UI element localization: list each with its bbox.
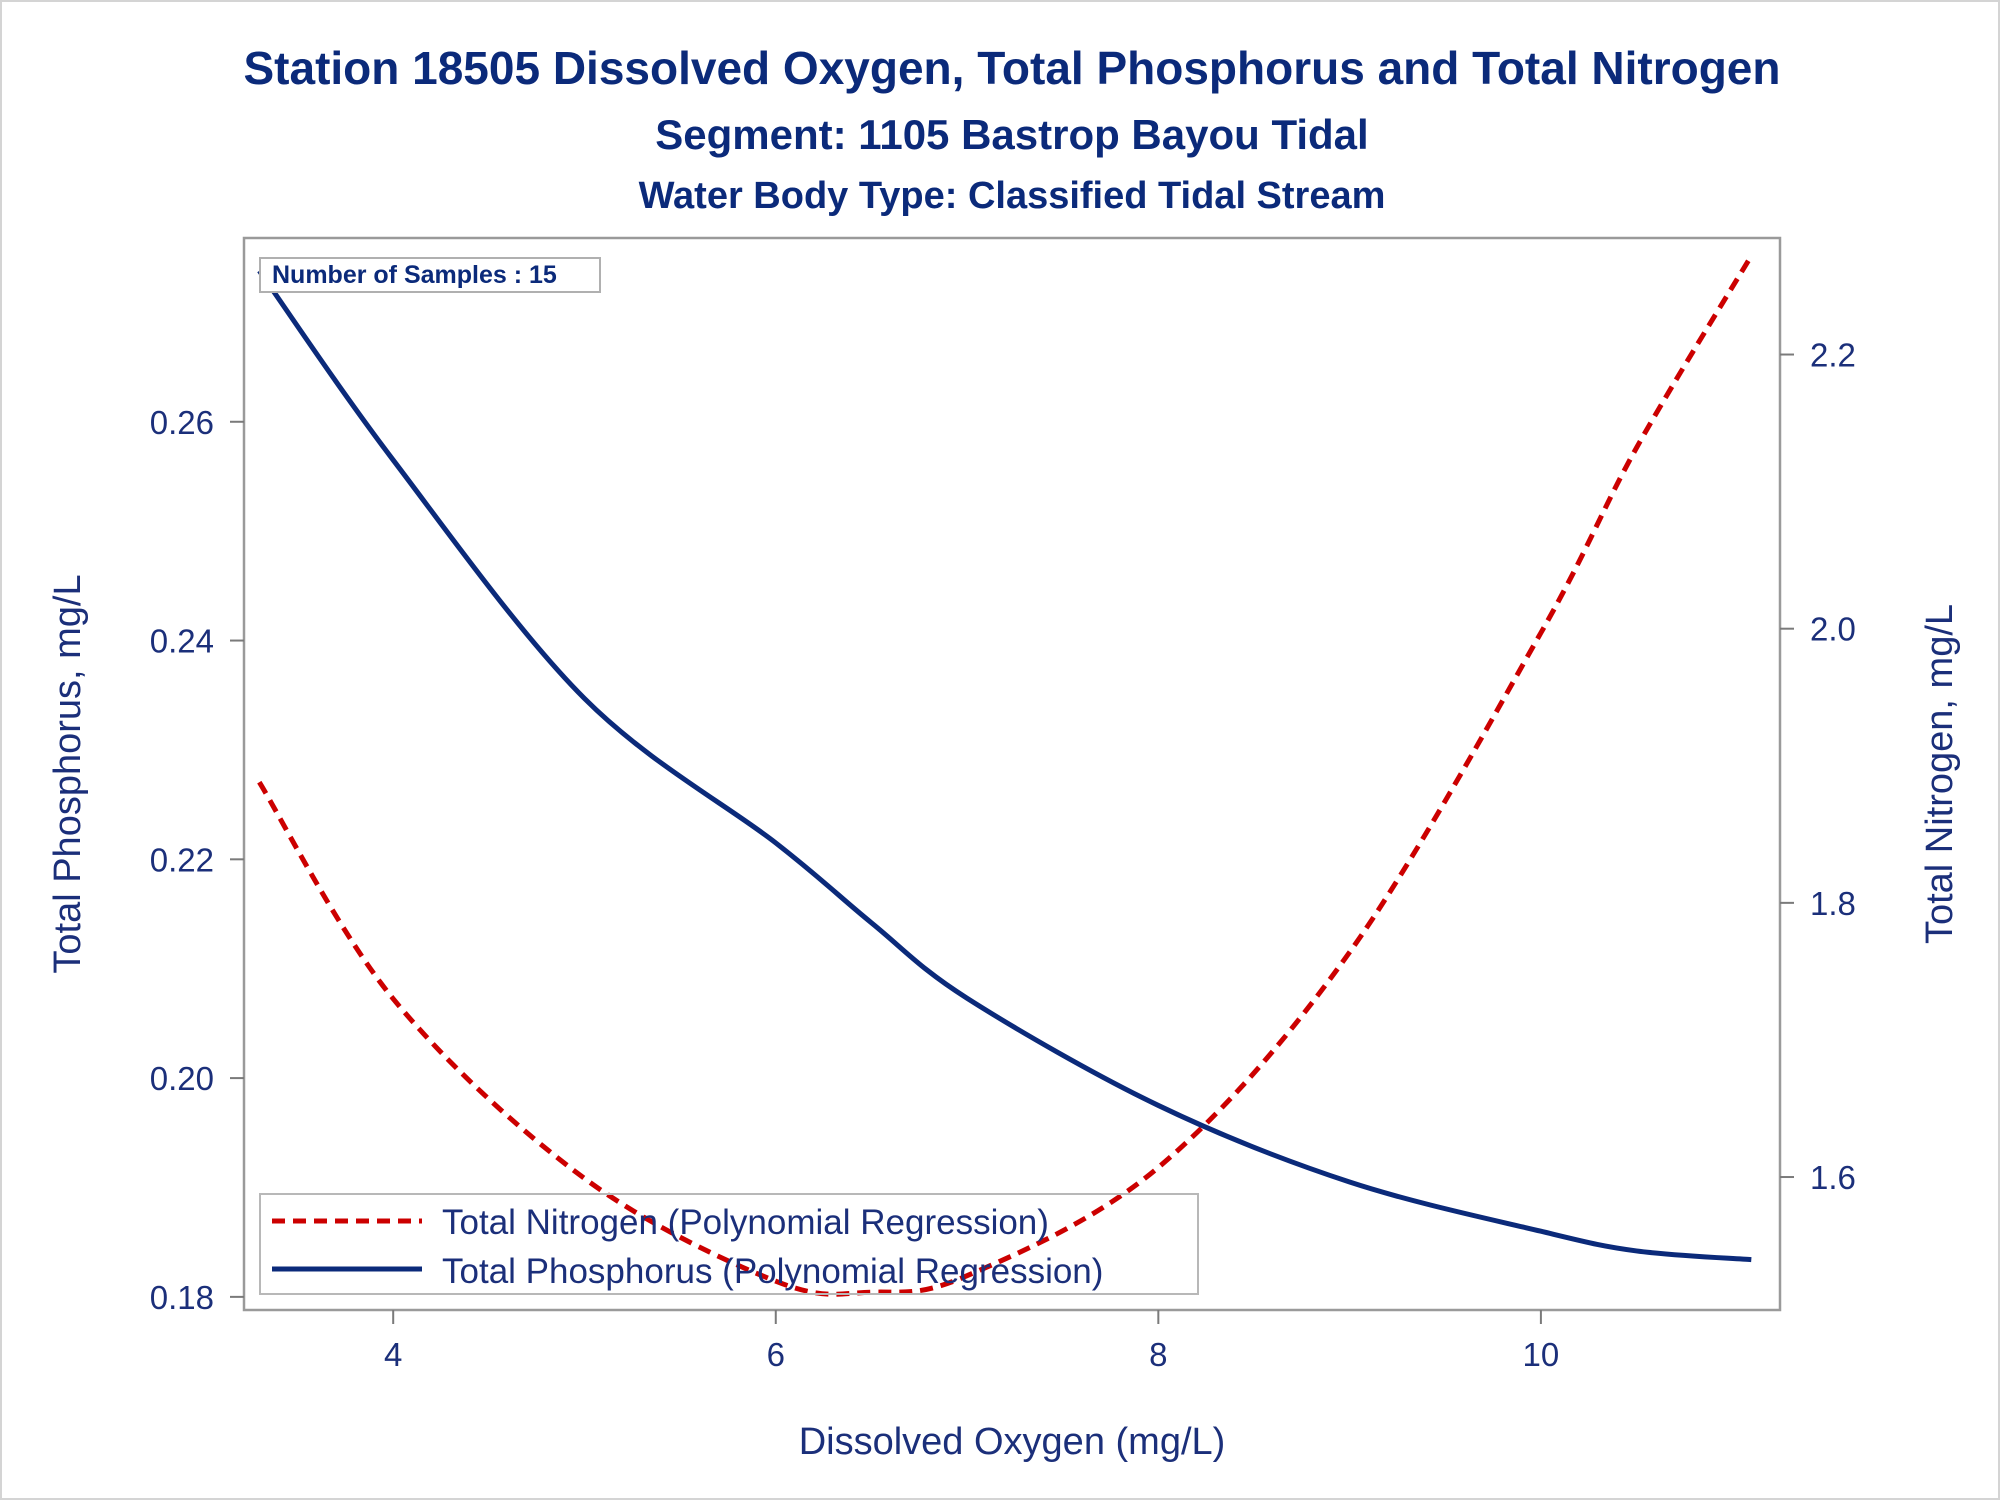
x-tick-label: 8 [1149,1336,1167,1373]
right-y-axis-ticks: 1.6 1.8 2.0 2.2 [1780,337,1856,1196]
right-y-tick-label: 1.8 [1810,885,1856,922]
right-y-axis-label: Total Nitrogen, mg/L [1919,604,1961,944]
sample-count-annotation: Number of Samples : 15 [272,261,557,289]
right-y-tick-label: 2.2 [1810,337,1856,374]
chart-title: Station 18505 Dissolved Oxygen, Total Ph… [243,42,1780,94]
right-y-tick-label: 2.0 [1810,611,1856,648]
total-nitrogen-line [257,254,1754,1297]
legend-nitrogen-label: Total Nitrogen (Polynomial Regression) [442,1203,1049,1242]
plot-area [242,236,1782,1312]
right-y-tick-label: 1.6 [1810,1159,1856,1196]
left-y-tick-label: 0.22 [150,841,214,878]
x-axis-label: Dissolved Oxygen (mg/L) [799,1421,1226,1463]
x-tick-label: 10 [1523,1336,1560,1373]
left-y-tick-label: 0.20 [150,1060,214,1097]
chart-subtitle-water-body: Water Body Type: Classified Tidal Stream [639,175,1386,217]
left-y-tick-label: 0.26 [150,404,214,441]
x-tick-label: 6 [767,1336,785,1373]
x-axis-ticks: 4 6 8 10 [384,1310,1559,1373]
legend: Total Nitrogen (Polynomial Regression) T… [259,1193,1199,1295]
chart-subtitle: Segment: 1105 Bastrop Bayou Tidal [655,111,1368,158]
left-y-axis-label: Total Phosphorus, mg/L [47,574,89,973]
left-y-tick-label: 0.24 [150,623,214,660]
legend-box [259,1193,1199,1295]
legend-phosphorus-label: Total Phosphorus (Polynomial Regression) [442,1252,1103,1291]
sample-count-box [259,257,601,293]
left-y-axis-ticks: 0.18 0.20 0.22 0.24 0.26 [150,404,244,1316]
x-tick-label: 4 [384,1336,402,1373]
left-y-tick-label: 0.18 [150,1279,214,1316]
total-phosphorus-line [257,269,1752,1263]
